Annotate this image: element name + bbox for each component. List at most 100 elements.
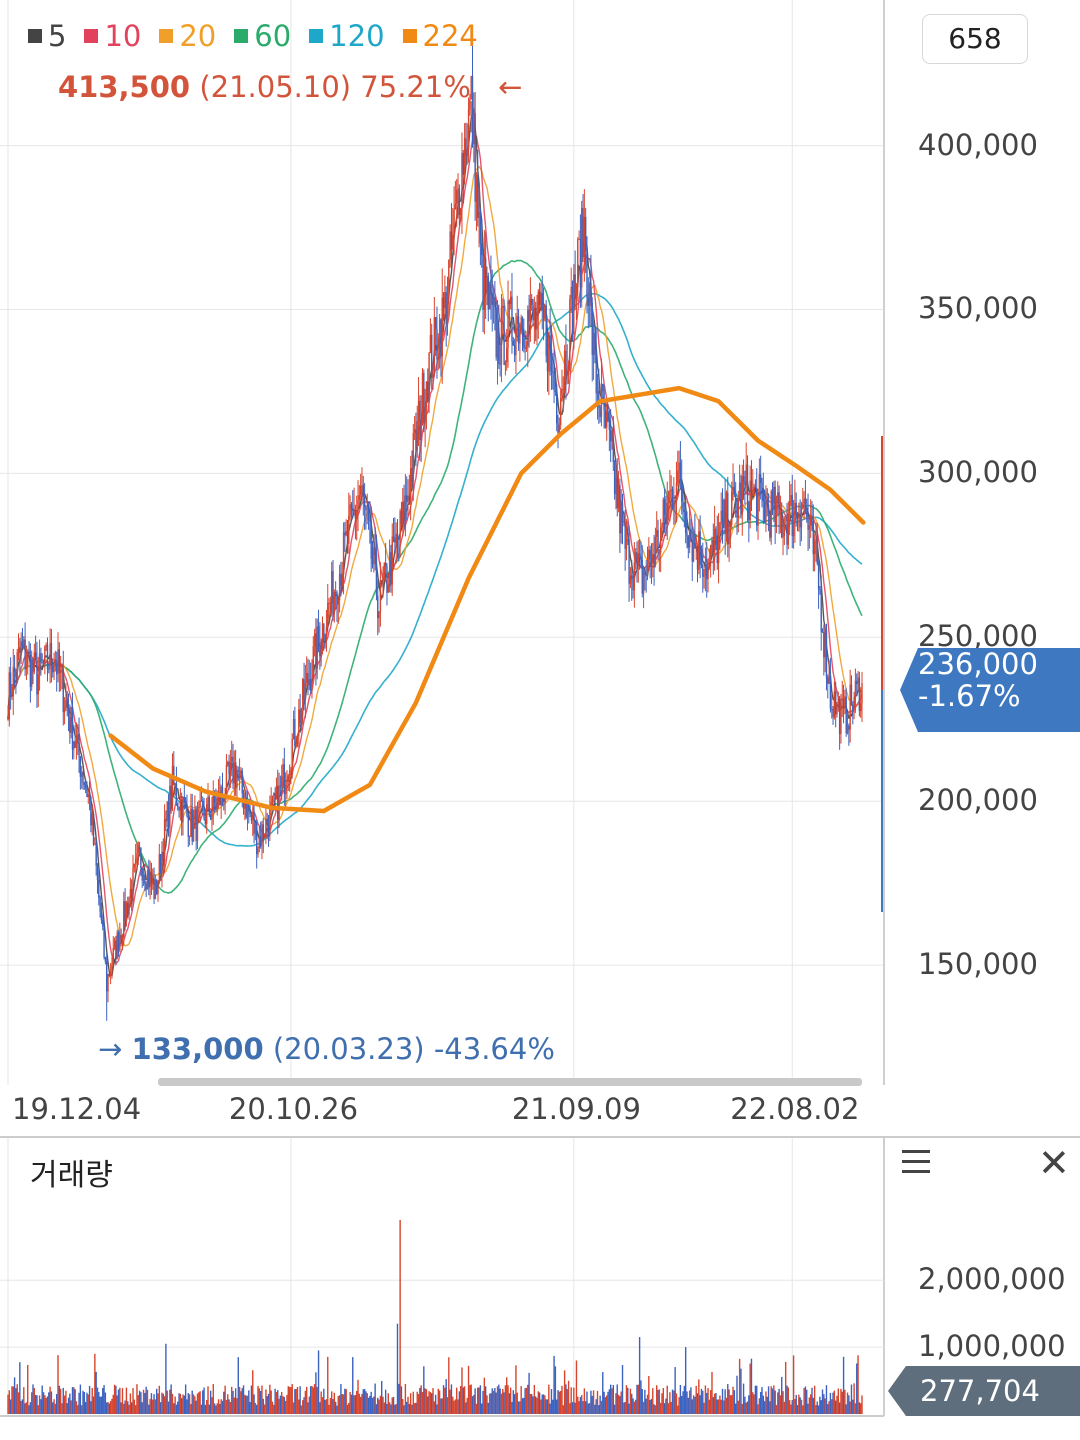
volume-bar bbox=[91, 1387, 93, 1414]
volume-bar bbox=[783, 1401, 786, 1414]
candle-body bbox=[306, 673, 308, 684]
legend-ma60[interactable]: 60 bbox=[234, 18, 291, 54]
candle-body bbox=[477, 174, 479, 218]
candle-body bbox=[250, 814, 253, 821]
candle-body bbox=[415, 429, 417, 451]
volume-bar bbox=[157, 1393, 159, 1414]
candle-body bbox=[565, 350, 567, 376]
candle-body bbox=[384, 562, 387, 567]
menu-icon[interactable] bbox=[902, 1150, 930, 1176]
volume-bar bbox=[103, 1385, 105, 1414]
volume-bar bbox=[209, 1390, 212, 1414]
candle-body bbox=[354, 510, 357, 519]
candle-body bbox=[711, 539, 713, 545]
volume-bar bbox=[828, 1401, 830, 1414]
candle-body bbox=[519, 329, 521, 344]
candle-count-box[interactable]: 658 bbox=[922, 14, 1028, 64]
candle-body bbox=[571, 286, 574, 335]
candle-body bbox=[483, 258, 486, 311]
volume-bar bbox=[791, 1400, 793, 1414]
volume-bar bbox=[657, 1390, 659, 1414]
candle-body bbox=[795, 502, 797, 513]
volume-bar bbox=[702, 1390, 704, 1414]
candle-body bbox=[506, 348, 508, 363]
legend-ma10[interactable]: 10 bbox=[84, 18, 141, 54]
volume-bar bbox=[500, 1393, 503, 1414]
price-tick-label: 200,000 bbox=[918, 783, 1038, 818]
volume-bar bbox=[327, 1356, 329, 1414]
current-price-value: 236,000 bbox=[918, 647, 1038, 681]
candle-body bbox=[662, 499, 665, 526]
close-icon[interactable]: ✕ bbox=[1038, 1141, 1070, 1185]
legend-ma224[interactable]: 224 bbox=[402, 18, 478, 54]
volume-bar bbox=[638, 1337, 641, 1414]
candle-body bbox=[308, 679, 311, 686]
volume-bar bbox=[557, 1390, 559, 1414]
candle-body bbox=[361, 485, 363, 487]
candle-body bbox=[258, 836, 261, 848]
candle-body bbox=[857, 677, 859, 684]
volume-bar bbox=[641, 1389, 643, 1414]
candle-body bbox=[77, 734, 79, 740]
volume-bar bbox=[78, 1392, 80, 1414]
candle-body bbox=[713, 528, 716, 553]
volume-bar bbox=[502, 1388, 504, 1414]
candle-body bbox=[509, 296, 512, 305]
legend-label: 224 bbox=[422, 19, 478, 53]
candle-body bbox=[577, 239, 579, 284]
volume-bar bbox=[73, 1387, 75, 1414]
candle-body bbox=[403, 501, 405, 528]
candle-body bbox=[834, 691, 837, 715]
candle-body bbox=[215, 802, 217, 810]
candle-body bbox=[699, 531, 701, 565]
volume-bar bbox=[167, 1401, 170, 1414]
volume-bar bbox=[619, 1396, 621, 1414]
candle-body bbox=[265, 818, 267, 838]
volume-bar bbox=[109, 1401, 112, 1414]
volume-bar bbox=[175, 1404, 178, 1414]
volume-bar bbox=[749, 1363, 751, 1414]
candle-body bbox=[45, 644, 47, 647]
candle-body bbox=[570, 286, 572, 299]
volume-bar bbox=[857, 1355, 859, 1414]
candle-body bbox=[770, 491, 772, 538]
candle-body bbox=[754, 486, 757, 489]
candle-body bbox=[777, 492, 779, 503]
volume-bar bbox=[445, 1379, 447, 1414]
volume-bar bbox=[248, 1390, 250, 1414]
date-tick-label: 19.12.04 bbox=[12, 1092, 142, 1126]
volume-bar bbox=[67, 1397, 70, 1414]
volume-bar bbox=[861, 1395, 863, 1414]
candle-body bbox=[471, 75, 474, 145]
candle-body bbox=[815, 539, 817, 541]
legend-label: 10 bbox=[104, 19, 142, 53]
legend-ma5[interactable]: 5 bbox=[28, 18, 66, 54]
volume-bar bbox=[442, 1385, 445, 1414]
legend-ma20[interactable]: 20 bbox=[159, 18, 216, 54]
candle-body bbox=[46, 644, 49, 669]
candle-body bbox=[245, 802, 247, 818]
volume-bar bbox=[819, 1396, 821, 1414]
candle-body bbox=[832, 708, 834, 718]
candle-body bbox=[502, 305, 504, 308]
volume-bar bbox=[450, 1384, 453, 1414]
volume-bar bbox=[234, 1388, 237, 1414]
candle-body bbox=[79, 756, 82, 777]
volume-bar bbox=[756, 1385, 758, 1414]
candle-body bbox=[48, 668, 50, 670]
candle-body bbox=[650, 559, 653, 564]
candle-body bbox=[227, 762, 229, 766]
volume-bar bbox=[511, 1401, 513, 1414]
volume-bar bbox=[778, 1388, 780, 1414]
volume-bar bbox=[281, 1391, 283, 1414]
volume-bar bbox=[458, 1391, 461, 1414]
legend-ma120[interactable]: 120 bbox=[309, 18, 385, 54]
volume-bar bbox=[384, 1389, 387, 1414]
candle-body bbox=[607, 411, 609, 422]
candle-body bbox=[236, 776, 238, 788]
candle-body bbox=[254, 823, 257, 834]
candle-body bbox=[809, 517, 812, 526]
candle-body bbox=[554, 390, 557, 392]
candle-body bbox=[291, 739, 293, 770]
